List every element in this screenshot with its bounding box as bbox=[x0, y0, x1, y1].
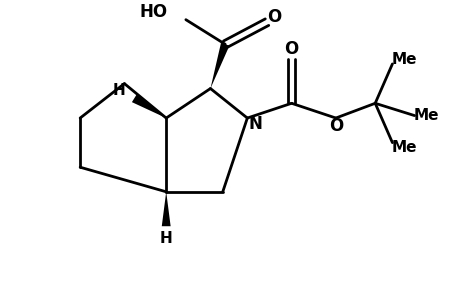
Text: Me: Me bbox=[414, 108, 439, 123]
Polygon shape bbox=[162, 192, 170, 226]
Text: N: N bbox=[249, 116, 263, 133]
Polygon shape bbox=[132, 95, 166, 118]
Text: O: O bbox=[267, 8, 281, 26]
Text: HO: HO bbox=[140, 3, 168, 21]
Text: O: O bbox=[285, 40, 299, 58]
Text: H: H bbox=[160, 231, 173, 246]
Text: Me: Me bbox=[392, 51, 417, 66]
Text: H: H bbox=[113, 83, 126, 98]
Polygon shape bbox=[210, 43, 229, 88]
Text: O: O bbox=[329, 117, 343, 136]
Text: Me: Me bbox=[392, 140, 417, 155]
